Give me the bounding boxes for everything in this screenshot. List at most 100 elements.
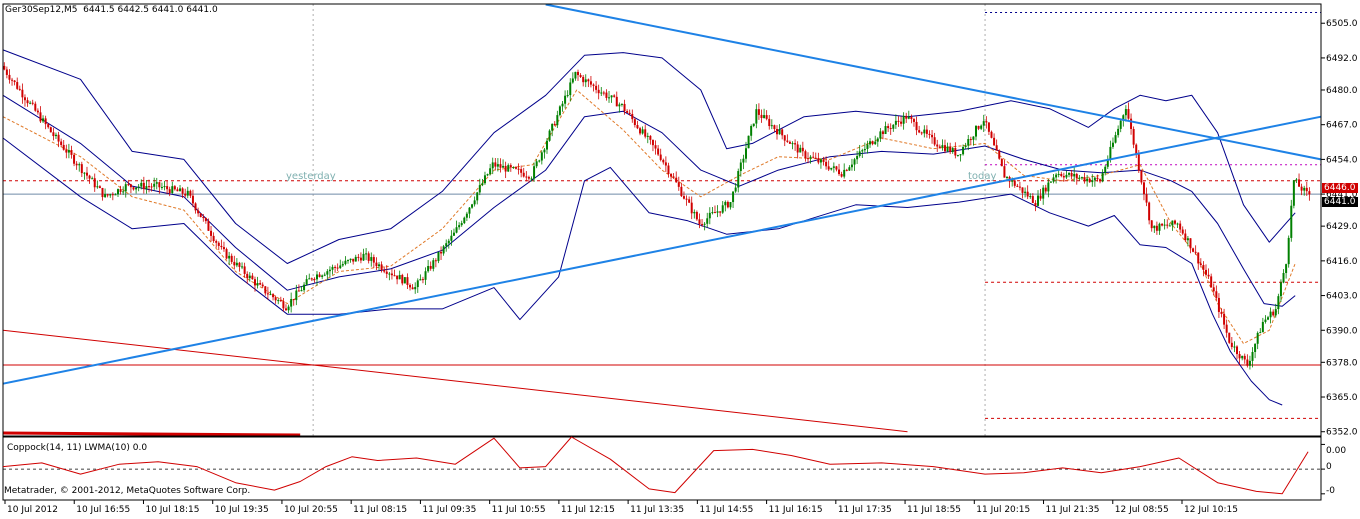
candle-body	[1016, 185, 1019, 187]
candle-body	[719, 211, 722, 213]
candle-body	[620, 103, 623, 105]
candle-body	[277, 300, 280, 302]
candle-body	[900, 121, 903, 124]
candle-body	[1003, 166, 1006, 178]
candle-body	[744, 148, 747, 159]
candle-body	[297, 290, 300, 292]
candle-body	[44, 118, 47, 125]
candle-body	[881, 131, 884, 135]
candle-body	[641, 129, 644, 134]
time-tick-label: 12 Jul 10:15	[1184, 505, 1238, 515]
candle-body	[936, 144, 939, 147]
candle-body	[212, 235, 215, 242]
candle-body	[912, 119, 915, 122]
candle-body	[897, 120, 900, 122]
candle-body	[1057, 173, 1060, 175]
time-tick-label: 11 Jul 14:55	[699, 505, 753, 515]
candle-body	[370, 257, 373, 261]
candle-body	[148, 186, 151, 188]
candle-body	[649, 135, 652, 140]
candle-body	[706, 218, 709, 224]
candle-body	[1155, 225, 1158, 231]
candle-body	[1088, 178, 1091, 183]
candle-body	[238, 262, 241, 267]
candle-body	[476, 192, 479, 201]
candle-body	[256, 283, 259, 286]
candle-body	[447, 240, 450, 244]
price-tick-label: 6441.0	[1326, 190, 1358, 200]
candle-body	[230, 255, 233, 262]
candle-body	[527, 176, 530, 179]
candle-body	[628, 112, 631, 115]
candle-body	[158, 182, 161, 188]
trendline-up	[2, 115, 1322, 385]
candle-body	[969, 139, 972, 141]
candle-body	[424, 271, 427, 280]
candle-body	[1119, 120, 1122, 129]
candle-body	[1034, 202, 1037, 206]
ohlc-values: 6441.5 6442.5 6441.0 6441.0	[83, 5, 218, 15]
candle-body	[427, 266, 430, 272]
candle-body	[471, 204, 474, 208]
candle-body	[856, 156, 859, 160]
price-tick-label: 6390.0	[1326, 326, 1358, 336]
candle-body	[153, 183, 156, 187]
candle-body	[985, 121, 988, 123]
candle-body	[757, 109, 760, 115]
candle-body	[421, 279, 424, 281]
candle-body	[517, 168, 520, 170]
candle-body	[80, 164, 83, 174]
candle-body	[31, 102, 34, 104]
candle-body	[667, 165, 670, 175]
price-tick-label: 6467.0	[1326, 121, 1358, 131]
candle-body	[602, 92, 605, 94]
candle-body	[657, 148, 660, 155]
candle-body	[1026, 191, 1029, 197]
candle-body	[287, 306, 290, 311]
candle-body	[1300, 186, 1303, 191]
candle-body	[305, 279, 308, 285]
candle-body	[783, 135, 786, 141]
candle-body	[589, 81, 592, 85]
candle-body	[801, 147, 804, 152]
candle-body	[308, 278, 311, 280]
candle-body	[184, 193, 187, 196]
candle-body	[773, 125, 776, 130]
candle-body	[1287, 237, 1290, 265]
candle-body	[1212, 287, 1215, 292]
candle-body	[419, 279, 422, 281]
background-lines	[2, 12, 1321, 437]
candle-body	[1106, 159, 1109, 167]
candle-body	[489, 168, 492, 175]
candle-body	[83, 172, 86, 174]
candle-body	[677, 182, 680, 187]
candle-body	[473, 200, 476, 205]
candle-body	[75, 163, 78, 166]
candle-body	[551, 123, 554, 131]
candle-body	[465, 213, 468, 218]
candle-body	[127, 184, 130, 186]
time-tick-label: 11 Jul 16:15	[769, 505, 823, 515]
candle-body	[359, 257, 362, 261]
candle-body	[734, 187, 737, 192]
candle-body	[173, 186, 176, 190]
candle-body	[1065, 174, 1068, 178]
candle-body	[1021, 187, 1024, 193]
candle-body	[57, 134, 60, 142]
candle-body	[520, 169, 523, 173]
candle-body	[109, 194, 112, 196]
candle-body	[313, 278, 316, 280]
candle-body	[701, 224, 704, 226]
candle-body	[1091, 180, 1094, 183]
time-tick-label: 11 Jul 12:15	[561, 505, 615, 515]
candle-body	[1228, 332, 1231, 343]
copyright-text: Metatrader, © 2001-2012, MetaQuotes Soft…	[4, 486, 251, 496]
candle-body	[481, 183, 484, 186]
price-tick-label: 6403.0	[1326, 292, 1358, 302]
candle-body	[264, 286, 267, 294]
price-tick-label: 6429.0	[1326, 222, 1358, 232]
candle-body	[1264, 319, 1267, 322]
bollinger-middle	[2, 94, 1296, 307]
